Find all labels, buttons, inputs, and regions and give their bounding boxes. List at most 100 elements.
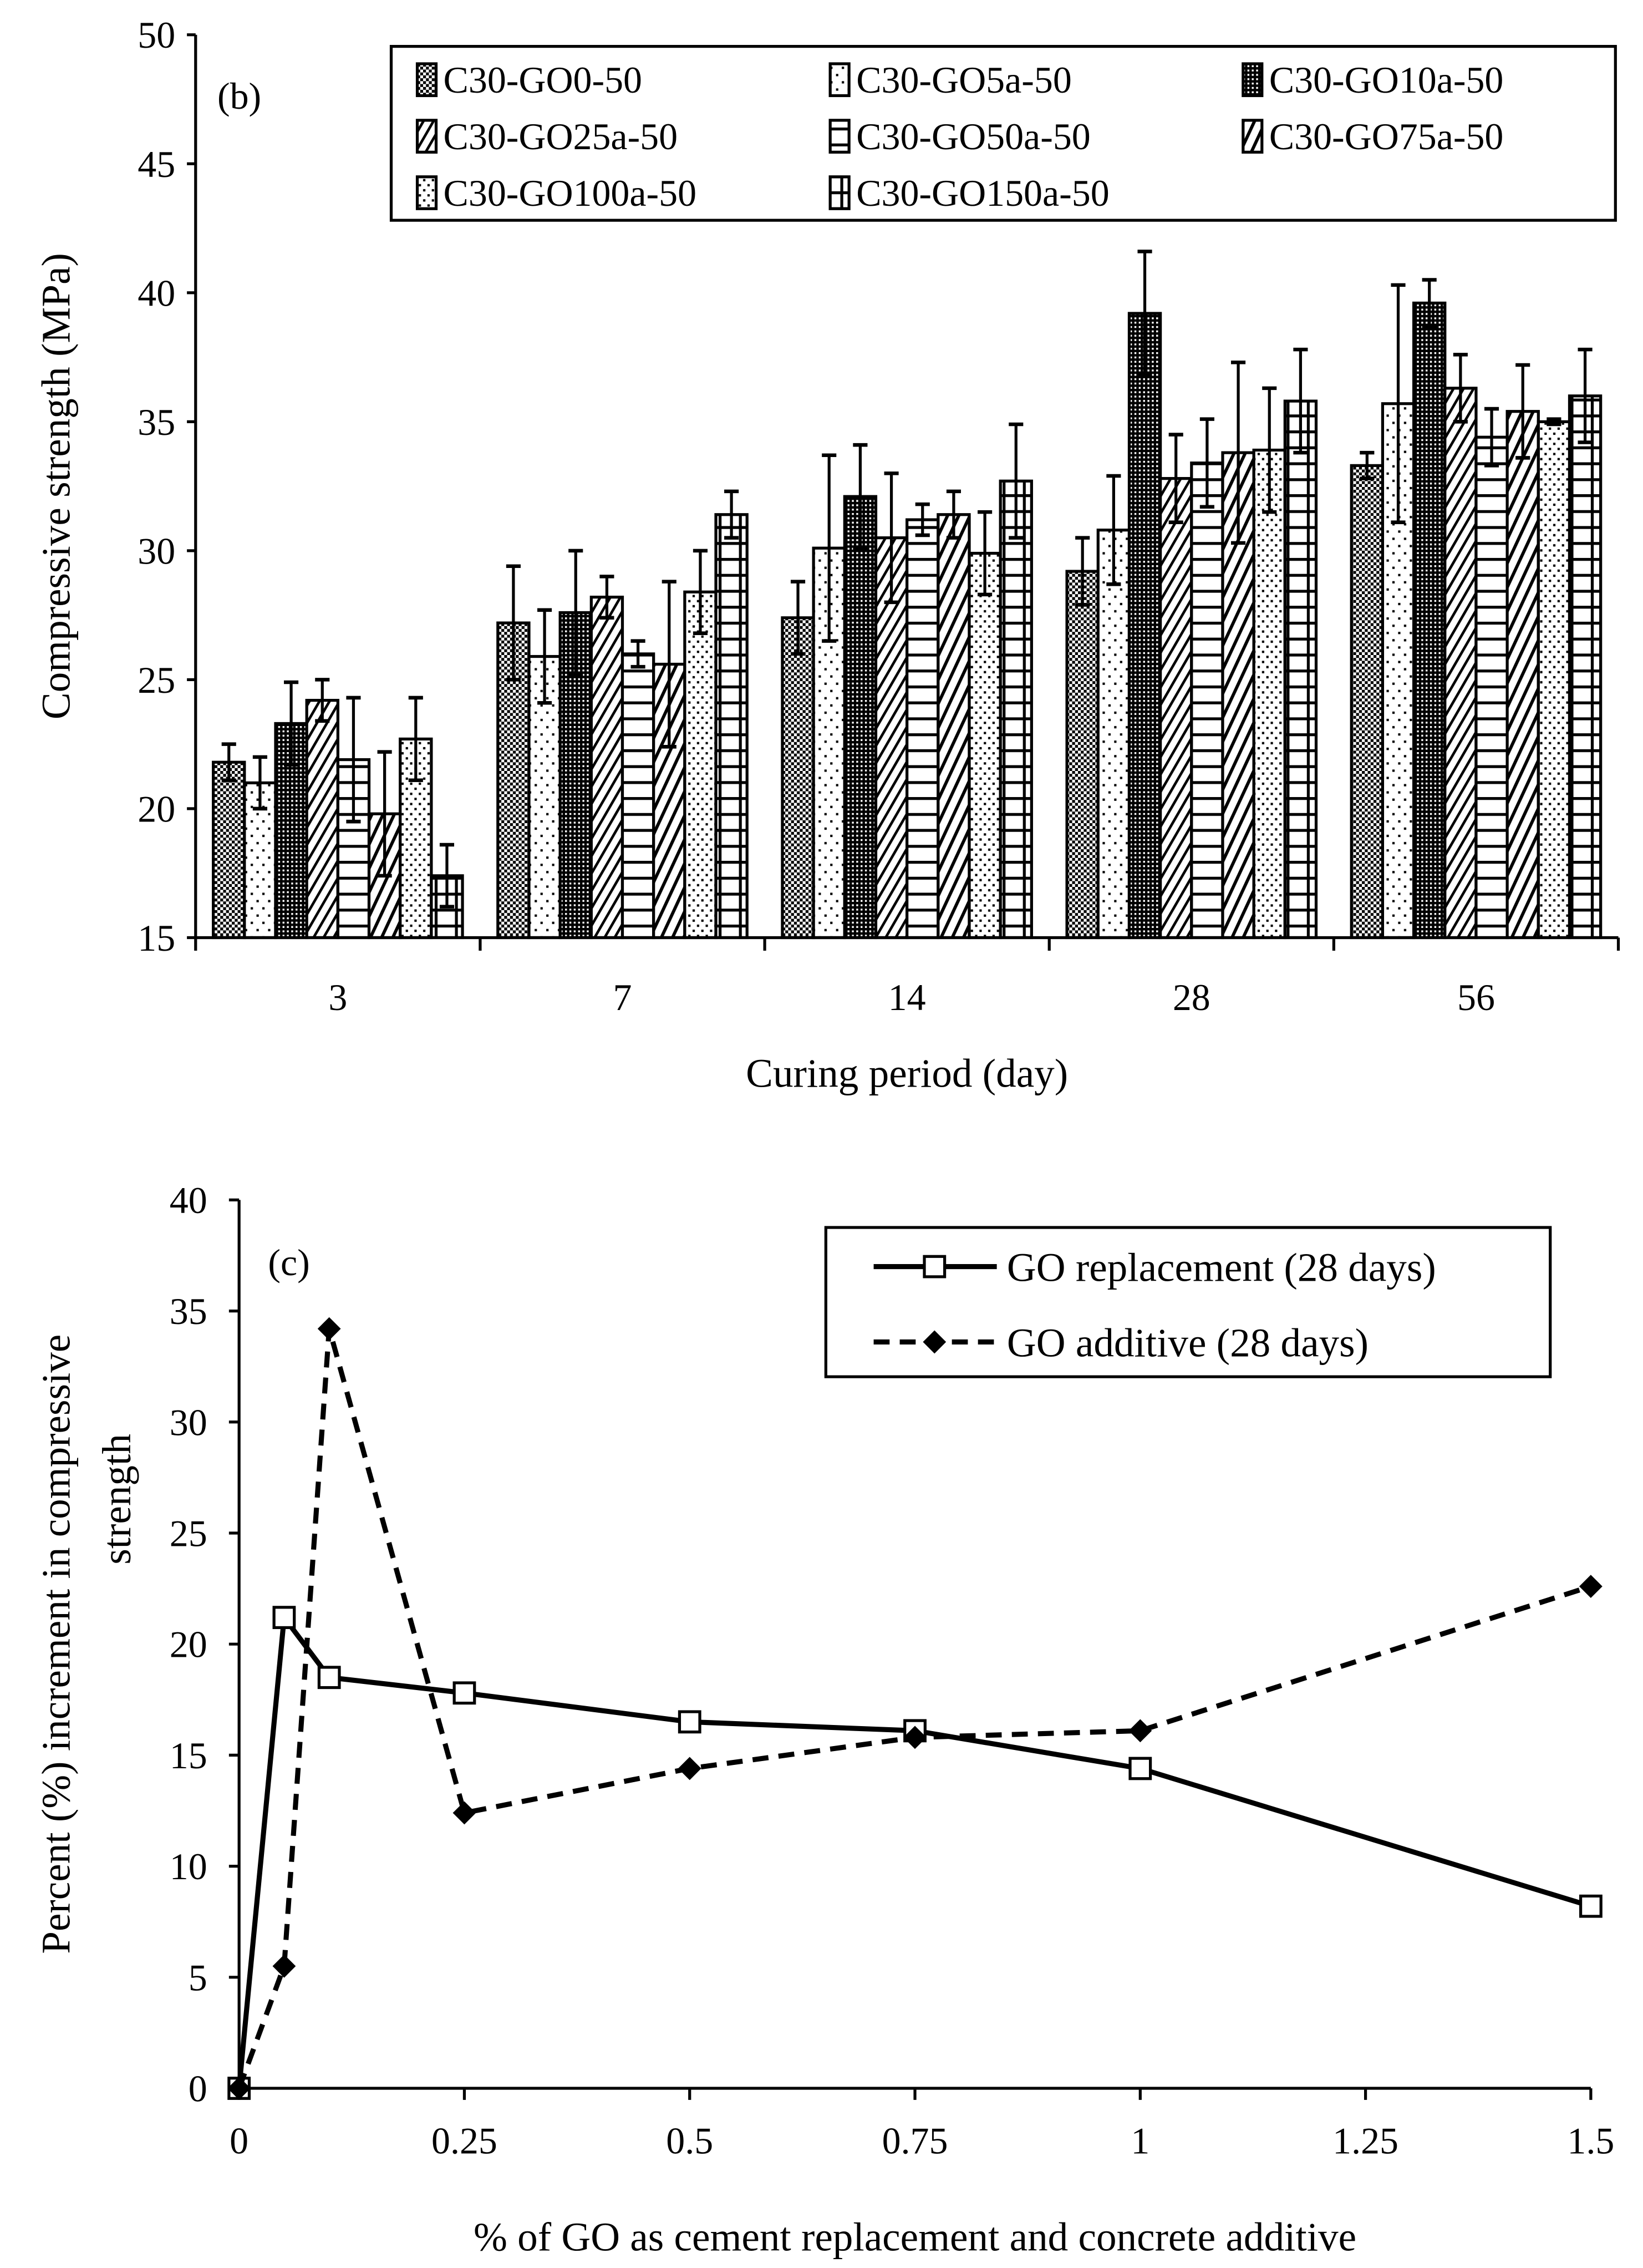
x-tick-label: 0.75: [882, 2120, 948, 2162]
legend-swatch: [1242, 62, 1264, 98]
bar: [1568, 394, 1603, 940]
data-point: [317, 1666, 341, 1689]
data-point: [317, 1317, 341, 1341]
legend-swatch: [415, 119, 438, 154]
bar: [589, 595, 624, 940]
y-tick-label: 5: [189, 1956, 207, 1998]
bar: [1443, 387, 1478, 940]
bar: [212, 760, 246, 940]
y-tick-label: 30: [170, 1401, 207, 1443]
y-tick-label: 25: [170, 1513, 207, 1555]
bar: [1474, 435, 1509, 940]
panel-label: (c): [268, 1241, 309, 1283]
legend-label: C30-GO5a-50: [856, 59, 1072, 101]
y-axis-title: Percent (%) increment in compressive: [33, 1335, 78, 1954]
bar: [1190, 461, 1224, 940]
bar: [1505, 410, 1540, 940]
legend-box: [389, 44, 1617, 222]
bar: [1350, 464, 1385, 940]
bar-chart-panel: 15 20 25 30 35 40 45 50 3 7 14 28 56 Curing period (d…: [33, 14, 1620, 1096]
x-axis-title: Curing period (day): [746, 1051, 1068, 1096]
bar: [1537, 420, 1571, 940]
x-tick-label: 28: [1173, 976, 1210, 1018]
bar: [620, 652, 655, 940]
y-tick-label: 25: [138, 659, 175, 701]
data-point: [903, 1726, 927, 1749]
bar: [968, 551, 1002, 940]
bar: [1127, 312, 1162, 940]
legend-label: C30-GO100a-50: [444, 172, 697, 214]
y-tick-label: 35: [138, 401, 175, 443]
panel-label: (b): [217, 75, 261, 117]
legend-label: C30-GO150a-50: [856, 172, 1110, 214]
data-point: [227, 2077, 251, 2100]
x-tick-label: 7: [613, 976, 632, 1018]
y-tick-label: 40: [170, 1179, 207, 1221]
x-axis-title: % of GO as cement replacement and concre…: [474, 2215, 1356, 2260]
series-line: [236, 1328, 1592, 2089]
bar: [1096, 529, 1131, 940]
legend-label: C30-GO0-50: [444, 59, 642, 101]
legend-box: [824, 1226, 1552, 1378]
data-point: [272, 1954, 296, 1978]
y-axis-title-line2: strength: [94, 1434, 139, 1565]
legend-label: C30-GO10a-50: [1269, 59, 1504, 101]
legend-swatch: [828, 62, 851, 98]
data-point: [452, 1681, 476, 1705]
legend-swatch: [828, 175, 851, 210]
bar: [1159, 477, 1193, 940]
legend-label: GO additive (28 days): [1007, 1321, 1369, 1366]
y-tick-label: 30: [138, 530, 175, 572]
x-tick-label: 56: [1457, 976, 1495, 1018]
bar: [683, 590, 718, 940]
data-point: [1128, 1719, 1152, 1743]
data-point: [1579, 1575, 1603, 1598]
bar: [305, 698, 339, 940]
x-tick-label: 0.25: [431, 2120, 497, 2162]
y-tick-label: 15: [138, 917, 175, 959]
bar: [1065, 570, 1100, 940]
legend-label: GO replacement (28 days): [1007, 1245, 1436, 1290]
y-tick-label: 0: [189, 2068, 207, 2110]
line-chart-panel: 0 5 10 15 20 25 30 35 40 0 0.25 0.5 0.75 1 1.25 1.5 % of…: [33, 1179, 1614, 2260]
y-tick-label: 50: [138, 14, 175, 56]
bar: [1252, 448, 1286, 940]
data-point: [1579, 1894, 1603, 1918]
x-tick-label: 0.5: [666, 2120, 713, 2162]
data-point: [678, 1710, 701, 1734]
y-tick-label: 20: [138, 788, 175, 830]
series-line: [236, 1610, 1592, 2089]
x-tick-label: 1.5: [1567, 2120, 1614, 2162]
y-tick-label: 35: [170, 1290, 207, 1332]
x-tick-label: 1.25: [1332, 2120, 1398, 2162]
legend-marker: [923, 1330, 947, 1354]
legend-label: C30-GO25a-50: [444, 115, 678, 158]
y-tick-label: 20: [170, 1623, 207, 1666]
legend-label: C30-GO50a-50: [856, 115, 1091, 158]
bar: [781, 616, 815, 940]
bar: [843, 495, 878, 940]
bar: [1283, 399, 1318, 940]
legend-swatch: [415, 62, 438, 98]
data-point: [678, 1757, 701, 1780]
bar: [906, 518, 940, 940]
bar: [714, 513, 749, 940]
y-tick-label: 45: [138, 143, 175, 185]
x-tick-label: 3: [328, 976, 347, 1018]
y-tick-label: 10: [170, 1845, 207, 1888]
data-point: [272, 1606, 296, 1630]
y-tick-label: 40: [138, 272, 175, 314]
legend-marker: [923, 1255, 947, 1278]
y-tick-label: 15: [170, 1734, 207, 1777]
legend-label: C30-GO75a-50: [1269, 115, 1504, 158]
bar: [937, 513, 971, 940]
data-point: [452, 1801, 476, 1825]
y-axis-title: Compressive strength (MPa): [33, 253, 78, 719]
x-tick-label: 0: [230, 2120, 248, 2162]
bar: [999, 479, 1033, 940]
x-tick-label: 1: [1131, 2120, 1149, 2162]
bar: [1412, 301, 1447, 940]
data-point: [1128, 1757, 1152, 1780]
legend-swatch: [1242, 119, 1264, 154]
